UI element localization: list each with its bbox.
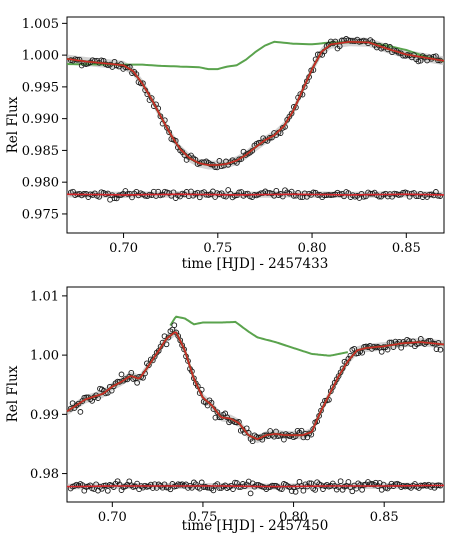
light-curve-point: [378, 348, 385, 355]
light-curve-point: [171, 322, 178, 329]
light-curve-panel-1: 0.70 0.75 0.80 0.85 0.975 0.980 0.985 0.990 0.99…: [5, 16, 445, 272]
light-curve-point: [298, 427, 305, 434]
x-tick-label: 0.80: [279, 510, 308, 525]
x-tick-label: 0.80: [298, 241, 327, 256]
residual-point: [253, 482, 260, 488]
light-curve-point: [384, 346, 391, 353]
y-tick-label: 0.980: [22, 176, 59, 191]
residual-point: [271, 482, 277, 489]
light-curve-point: [359, 349, 365, 356]
light-curve-point: [398, 344, 405, 351]
plot-frame: [66, 286, 445, 503]
residual-point: [290, 484, 297, 491]
light-curve-point: [212, 414, 219, 421]
residual-point: [357, 482, 364, 488]
residual-model-line: [66, 193, 444, 196]
residual-point: [273, 187, 280, 194]
light-curve-point: [164, 124, 170, 131]
light-curve-point: [433, 346, 440, 352]
systematics-model-line: [169, 315, 349, 357]
y-axis-label: Rel Flux: [5, 365, 21, 422]
residual-point: [345, 479, 352, 485]
y-tick-label: 0.990: [22, 112, 59, 127]
light-curve-point: [161, 333, 168, 340]
residual-point: [118, 487, 125, 493]
light-curve-point: [134, 379, 140, 386]
light-curve-point: [249, 438, 256, 445]
transit-model-median-line: [66, 41, 445, 166]
y-axis-label: Rel Flux: [5, 96, 21, 153]
light-curve-point: [75, 400, 82, 407]
y-tick-label: 1.01: [30, 289, 59, 304]
y-tick-label: 1.000: [22, 49, 59, 64]
x-tick-label: 0.75: [203, 241, 232, 256]
residual-point: [247, 490, 254, 497]
y-tick-label: 1.00: [30, 349, 59, 364]
residual-point: [341, 193, 347, 200]
residual-point: [437, 193, 444, 199]
x-tick-label: 0.70: [98, 510, 127, 525]
x-tick-label: 0.70: [109, 241, 138, 256]
residual-point: [200, 484, 207, 490]
residual-point: [292, 488, 299, 495]
residual-point: [167, 486, 174, 493]
x-tick-label: 0.75: [188, 510, 217, 525]
fit-uncertainty-band: [67, 37, 444, 170]
residual-point: [312, 487, 319, 493]
y-tick-label: 0.975: [22, 207, 59, 222]
light-curve-panel-2: 0.70 0.75 0.80 0.85 0.98 0.99 1.00 1.01 time [H…: [5, 286, 445, 534]
light-curve-point: [214, 409, 221, 416]
residual-point: [198, 479, 205, 486]
y-tick-label: 0.995: [22, 80, 59, 95]
residual-point: [210, 487, 217, 494]
residual-point: [349, 488, 356, 495]
y-tick-label: 0.98: [30, 467, 59, 482]
x-axis-label: time [HJD] - 2457433: [182, 256, 329, 272]
residual-point: [300, 487, 307, 494]
residual-point: [111, 195, 118, 202]
residual-point: [371, 481, 377, 488]
x-tick-label: 0.85: [392, 241, 421, 256]
transit-model-median-line: [66, 331, 445, 440]
y-tick-label: 0.985: [22, 144, 59, 159]
light-curve-point: [216, 158, 223, 164]
plot-frame: [66, 16, 445, 234]
x-tick-label: 0.85: [370, 510, 399, 525]
light-curve-point: [410, 338, 416, 345]
light-curve-point: [77, 409, 84, 415]
residual-point: [435, 192, 441, 199]
y-tick-label: 1.005: [22, 17, 59, 32]
light-curve-point: [165, 334, 172, 341]
light-curve-point: [417, 57, 424, 64]
residual-point: [359, 486, 365, 493]
residual-model-line: [67, 484, 444, 488]
residual-point: [102, 482, 109, 489]
light-curve-point: [281, 436, 287, 443]
residual-point: [335, 484, 342, 490]
light-curve-point: [118, 371, 125, 378]
residual-point: [337, 478, 344, 485]
light-curve-point: [437, 346, 444, 353]
residual-point: [104, 487, 111, 494]
light-curve-point: [146, 362, 152, 368]
y-tick-label: 0.99: [30, 408, 59, 423]
light-curve-point: [351, 345, 358, 352]
x-axis-label: time [HJD] - 2457450: [182, 518, 329, 534]
residual-point: [269, 482, 275, 489]
light-curve-point: [288, 110, 295, 117]
